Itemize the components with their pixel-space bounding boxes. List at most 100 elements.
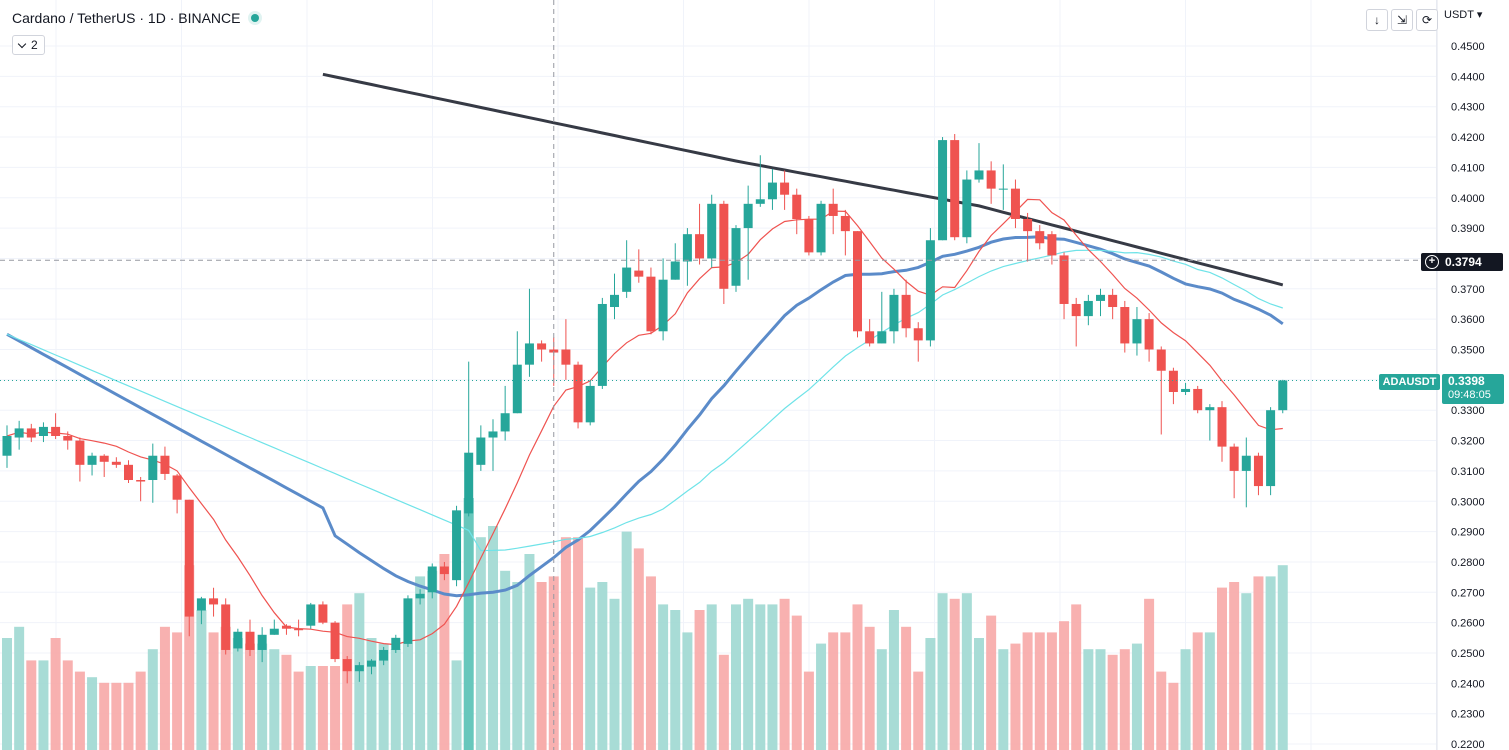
candle-body [1083, 300, 1093, 317]
volume-bar [670, 610, 681, 750]
candle-body [767, 182, 777, 200]
volume-bar [123, 682, 134, 750]
volume-bar [245, 643, 255, 750]
candle-body [111, 461, 121, 465]
candle-body [1217, 407, 1227, 447]
candle-body [938, 140, 948, 241]
volume-bar [876, 649, 887, 750]
candle-body [488, 431, 498, 438]
candle-body [221, 604, 231, 650]
symbol-name: ADAUSDT [1382, 376, 1437, 388]
candle-body [901, 294, 911, 329]
volume-bar [1095, 649, 1106, 750]
last-price-label: 0.3398 09:48:05 [1442, 374, 1504, 404]
candle-body [998, 188, 1008, 190]
candle-body [306, 604, 316, 626]
candle-body [75, 440, 85, 465]
volume-bar [682, 632, 693, 750]
collapse-button[interactable]: ⇲ [1391, 9, 1413, 31]
candle-body [962, 179, 972, 238]
volume-bar [986, 615, 997, 750]
chevron-down-icon: ▾ [1476, 9, 1483, 21]
candle-body [2, 435, 12, 456]
price-tick-label: 0.2700 [1451, 587, 1485, 599]
candle-body [452, 510, 462, 581]
candle-body [26, 428, 36, 438]
candle-body [1071, 303, 1081, 317]
candle-body [354, 665, 364, 672]
price-tick-label: 0.4000 [1451, 193, 1485, 205]
volume-bar [330, 666, 341, 750]
candle-body [1035, 231, 1045, 244]
price-tick-label: 0.3200 [1451, 436, 1485, 448]
bar-countdown: 09:48:05 [1448, 389, 1491, 401]
reset-icon: ⟳ [1421, 13, 1433, 27]
candle-body [804, 218, 814, 253]
candle-body [658, 279, 668, 332]
indicators-toggle-button[interactable]: 2 [12, 35, 45, 55]
candle-body [913, 328, 923, 341]
volume-bar [402, 643, 413, 750]
volume-bar [937, 593, 948, 750]
volume-bar [840, 632, 851, 750]
volume-bar [658, 604, 669, 750]
volume-bar [901, 626, 912, 750]
volume-bar [1192, 632, 1203, 750]
volume-bar [1083, 649, 1094, 750]
candle-body [500, 413, 510, 432]
ma-cyan-line [6, 249, 1283, 552]
candle-body [755, 199, 765, 204]
candle-body [269, 628, 279, 635]
candle-body [512, 364, 522, 414]
scroll-down-button[interactable]: ↓ [1366, 9, 1388, 31]
volume-bar [184, 565, 195, 750]
volume-bar [1119, 649, 1130, 750]
candle-body [597, 303, 607, 386]
candle-body [427, 566, 437, 593]
price-tick-label: 0.3500 [1451, 345, 1485, 357]
candle-body [950, 140, 960, 238]
price-tick-label: 0.2300 [1451, 709, 1485, 721]
ma-short-line [6, 198, 1283, 646]
reset-view-button[interactable]: ⟳ [1416, 9, 1438, 31]
volume-bar [1022, 632, 1033, 750]
volume-bar [378, 643, 389, 750]
volume-bar [974, 638, 984, 750]
candle-body [439, 566, 449, 575]
crosshair-price-label: + 0.3794 [1421, 253, 1503, 271]
price-tick-label: 0.4100 [1451, 162, 1485, 174]
candle-body [51, 426, 61, 436]
volume-bar [1241, 593, 1252, 750]
candle-body [853, 231, 862, 332]
volume-bar [803, 671, 814, 750]
volume-bar [621, 531, 632, 750]
candle-body [281, 625, 291, 629]
volume-bar [925, 638, 936, 750]
volume-bar [755, 604, 766, 750]
candle-body [792, 194, 802, 219]
volume-bar [731, 604, 741, 750]
candle-body [695, 234, 705, 259]
price-tick-label: 0.2500 [1451, 648, 1485, 660]
volume-bar [560, 537, 571, 750]
price-tick-label: 0.4500 [1451, 41, 1485, 53]
volume-bar [257, 643, 268, 750]
candle-body [1253, 455, 1263, 487]
volume-bar [208, 632, 219, 750]
volume-bar [1107, 654, 1118, 750]
volume-bar [87, 677, 98, 750]
candle-body [184, 499, 194, 617]
candle-body [537, 343, 547, 350]
candle-body [342, 659, 352, 672]
currency-selector[interactable]: USDT ▾ [1444, 8, 1482, 21]
crosshair-price-value: 0.3794 [1445, 255, 1482, 269]
candle-body [828, 203, 838, 216]
candle-body [925, 240, 935, 341]
volume-bar [463, 498, 474, 750]
candle-body [1010, 188, 1020, 219]
volume-bar [2, 638, 12, 750]
volume-bar [1217, 587, 1227, 750]
candle-body [585, 385, 595, 423]
ma-mid-line [6, 235, 1284, 598]
